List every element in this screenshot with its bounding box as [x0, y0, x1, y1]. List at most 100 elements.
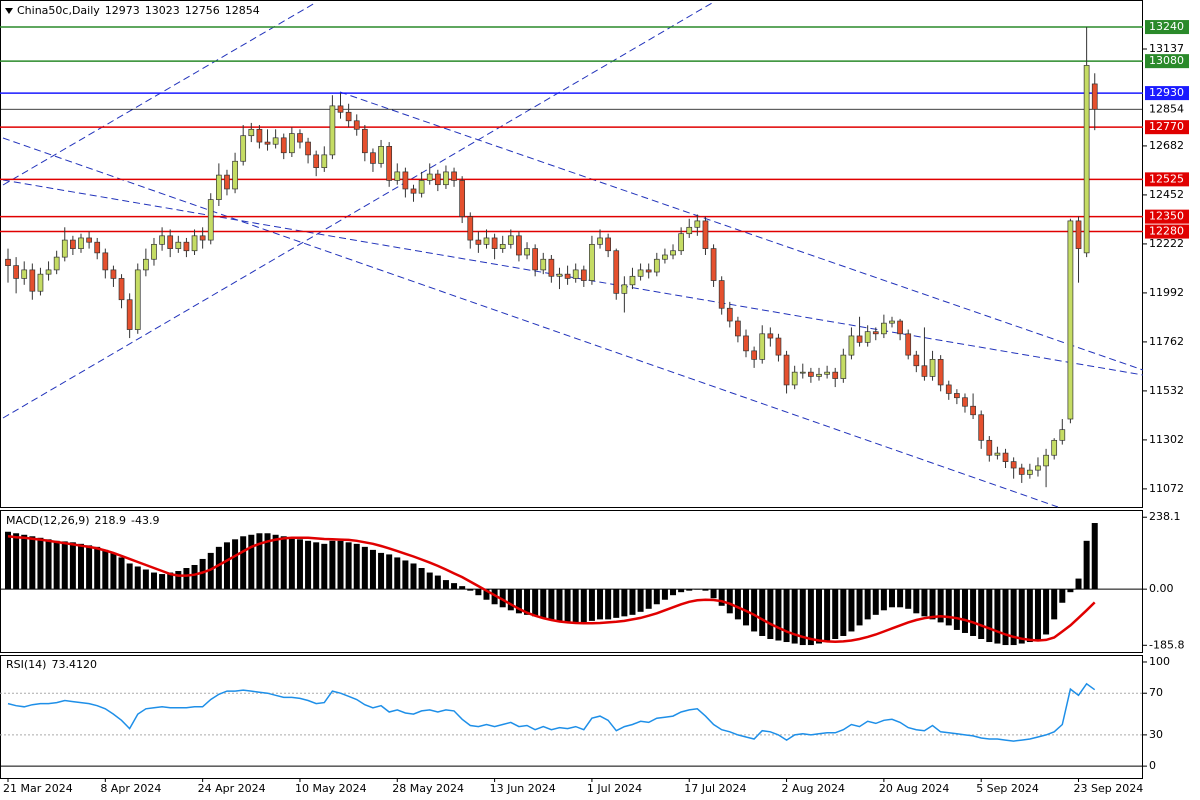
candle-body: [524, 248, 530, 256]
level-label: 12770: [1149, 120, 1184, 133]
macd-bar: [280, 536, 287, 590]
macd-bar: [183, 568, 190, 590]
y-tick-label: 12452: [1149, 188, 1184, 201]
pane-header: China50c,Daily 12973 13023 12756 12854: [17, 4, 260, 17]
macd-bar: [621, 589, 628, 617]
candle-body: [710, 248, 717, 281]
macd-bar: [613, 589, 620, 618]
candle-body: [767, 333, 774, 339]
candle-body: [143, 258, 149, 271]
candle-body: [978, 414, 985, 441]
candle-body: [872, 331, 879, 335]
candle-body: [94, 241, 101, 254]
level-label: 13240: [1149, 20, 1184, 33]
macd-bar: [491, 589, 498, 605]
candle-body: [516, 235, 522, 256]
candle-body: [467, 216, 474, 241]
candle-body: [329, 105, 336, 156]
macd-bar: [556, 589, 563, 621]
level-label: 12930: [1149, 86, 1184, 99]
candle-body: [1035, 465, 1041, 471]
macd-bar: [524, 589, 531, 615]
x-tick-label: 28 May 2024: [392, 782, 464, 795]
candle-body: [856, 335, 863, 343]
macd-bar: [1043, 589, 1050, 635]
candle-body: [207, 199, 214, 241]
macd-bar: [159, 574, 166, 590]
header-value: 12973: [105, 4, 140, 17]
candle-body: [313, 154, 320, 169]
macd-bar: [37, 537, 44, 590]
y-tick-label: 30: [1149, 728, 1163, 741]
macd-bar: [467, 589, 474, 591]
macd-bar: [69, 542, 76, 590]
macd-bar: [937, 589, 944, 623]
candle-body: [345, 111, 352, 122]
candle-body: [110, 269, 117, 279]
macd-bar: [288, 537, 295, 590]
macd-bar: [1091, 523, 1098, 590]
trendline: [2, 2, 316, 186]
header-value: MACD(12,26,9): [6, 514, 90, 527]
macd-bar: [986, 589, 993, 643]
y-tick-label: 100: [1149, 655, 1170, 668]
header-value: 12854: [225, 4, 260, 17]
collapse-arrow[interactable]: [5, 8, 13, 14]
candle-body: [913, 354, 920, 367]
macd-bar: [402, 560, 409, 590]
candle-body: [783, 354, 790, 386]
candle-body: [929, 359, 936, 377]
candle-body: [297, 133, 303, 143]
candle-body: [353, 120, 360, 130]
macd-bar: [670, 589, 677, 596]
level-label: 12350: [1149, 210, 1184, 223]
candle-body: [735, 320, 741, 337]
candle-body: [921, 365, 928, 377]
macd-bar: [248, 534, 255, 590]
macd-bar: [191, 564, 198, 590]
candle-body: [702, 220, 709, 249]
candle-body: [945, 384, 952, 394]
header-value: 12756: [185, 4, 220, 17]
macd-bar: [394, 557, 401, 590]
macd-bar: [791, 589, 798, 644]
candle-body: [191, 235, 198, 252]
macd-bar: [175, 571, 182, 590]
macd-bar: [945, 589, 952, 626]
x-tick-label: 2 Aug 2024: [782, 782, 845, 795]
macd-bar: [499, 589, 506, 608]
pane-frames: [0, 0, 1143, 779]
candle-body: [1010, 461, 1017, 469]
candle-body: [848, 335, 855, 356]
candle-body: [216, 174, 222, 200]
candle-body: [248, 128, 255, 137]
level-label-box: [1145, 86, 1189, 101]
trendline: [2, 2, 713, 419]
macd-bar: [353, 543, 360, 590]
candle-body: [53, 256, 60, 271]
header-value: -43.9: [131, 514, 159, 527]
macd-bar: [337, 540, 344, 590]
macd-bar: [532, 589, 539, 617]
macd-bar: [126, 563, 133, 590]
macd-bar: [1018, 589, 1025, 644]
candle-body: [970, 405, 976, 416]
macd-bar: [507, 589, 514, 611]
macd-bar: [718, 589, 725, 606]
macd-bar: [905, 589, 912, 609]
macd-bar: [296, 539, 303, 590]
macd-bar: [240, 536, 247, 590]
pane-header: RSI(14) 73.4120: [6, 658, 97, 671]
y-tick-label: 11532: [1149, 384, 1184, 397]
macd-bar: [1034, 589, 1041, 641]
candle-body: [240, 135, 247, 162]
macd-bar: [832, 589, 839, 640]
candle-body: [881, 322, 887, 335]
candle-body: [37, 273, 44, 292]
macd-bar: [61, 541, 68, 590]
macd-bar: [361, 546, 368, 590]
y-tick-label: 0.00: [1149, 582, 1174, 595]
x-tick-label: 13 Jun 2024: [490, 782, 556, 795]
macd-bar: [629, 589, 636, 615]
candle-body: [378, 145, 384, 164]
